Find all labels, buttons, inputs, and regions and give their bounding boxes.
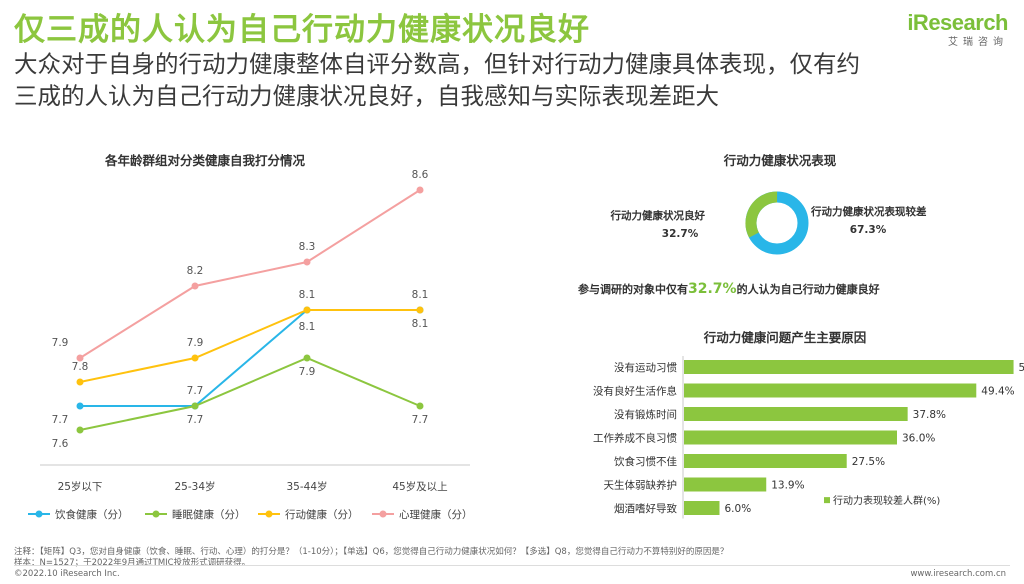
legend-label: 心理健康（分） bbox=[399, 508, 473, 521]
data-point bbox=[303, 258, 311, 266]
bar-category-label: 天生体弱缺养护 bbox=[604, 479, 678, 492]
legend-marker bbox=[265, 510, 273, 518]
donut-label-poor: 行动力健康状况表现较差 bbox=[810, 205, 927, 218]
bar-value-label: 27.5% bbox=[852, 456, 885, 468]
data-label: 7.9 bbox=[52, 337, 69, 349]
bar-value-label: 49.4% bbox=[981, 386, 1014, 398]
data-point bbox=[76, 354, 84, 362]
data-label: 7.9 bbox=[299, 366, 316, 378]
data-label: 7.7 bbox=[412, 414, 429, 426]
x-tick-label: 25-34岁 bbox=[174, 480, 215, 493]
data-label: 7.8 bbox=[72, 361, 89, 373]
logo-brand: iResearch bbox=[907, 10, 1008, 35]
bar-category-label: 饮食习惯不佳 bbox=[614, 455, 677, 468]
footnote-1: 注释：【矩阵】Q3，您对自身健康（饮食、睡眠、行动、心理）的打分是？（1-10分… bbox=[14, 547, 729, 557]
donut-value-good: 32.7% bbox=[662, 228, 699, 240]
bar bbox=[684, 407, 908, 421]
donut-label-good: 行动力健康状况良好 bbox=[610, 209, 706, 222]
data-label: 8.1 bbox=[412, 318, 429, 330]
bar-legend-label: 行动力表现较差人群(%) bbox=[833, 494, 940, 507]
data-point bbox=[416, 306, 424, 314]
donut-note: 参与调研的对象中仅有32.7%的人认为自己行动力健康良好 bbox=[578, 281, 880, 297]
bar bbox=[684, 360, 1014, 374]
line-chart: 各年龄群组对分类健康自我打分情况 25岁以下 25-34岁 35-44岁 45岁及以上 7… bbox=[28, 153, 473, 521]
line-chart-title: 各年龄群组对分类健康自我打分情况 bbox=[104, 153, 306, 168]
bar bbox=[684, 454, 847, 468]
copyright: ©2022.10 iResearch Inc. bbox=[14, 569, 120, 579]
data-label: 7.7 bbox=[52, 414, 69, 426]
x-tick-label: 45岁及以上 bbox=[392, 480, 447, 493]
legend-label: 行动健康（分） bbox=[285, 508, 359, 521]
legend-label: 睡眠健康（分） bbox=[172, 508, 246, 521]
page-subtitle: 大众对于自身的行动力健康整体自评分数高，但针对行动力健康具体表现，仅有约 三成的… bbox=[14, 48, 1004, 112]
data-label: 7.7 bbox=[187, 414, 204, 426]
data-label: 8.1 bbox=[412, 289, 429, 301]
bar-category-label: 烟酒嗜好导致 bbox=[614, 502, 677, 515]
bar bbox=[684, 477, 767, 492]
bar-value-label: 55.7% bbox=[1019, 362, 1024, 374]
bar-value-label: 6.0% bbox=[725, 503, 752, 515]
logo-sub: 艾瑞咨询 bbox=[948, 37, 1008, 48]
legend-marker bbox=[35, 510, 43, 518]
legend-label: 饮食健康（分） bbox=[55, 508, 129, 521]
footer-divider bbox=[14, 565, 1010, 566]
data-point bbox=[76, 426, 84, 434]
website: www.iresearch.com.cn bbox=[910, 569, 1006, 579]
bar bbox=[684, 501, 720, 515]
bar-value-label: 36.0% bbox=[902, 433, 935, 445]
donut-note-highlight: 32.7% bbox=[688, 281, 737, 297]
x-tick-label: 25岁以下 bbox=[58, 480, 103, 493]
bar-category-label: 没有良好生活作息 bbox=[593, 385, 677, 398]
footnote-2: 样本：N=1527；于2022年9月通过TMIC投放形式调研获得。 bbox=[14, 558, 251, 568]
donut-note-prefix: 参与调研的对象中仅有 bbox=[578, 283, 688, 296]
legend-marker bbox=[379, 510, 387, 518]
bar-chart-title: 行动力健康问题产生主要原因 bbox=[703, 330, 867, 345]
bar-value-label: 13.9% bbox=[771, 480, 804, 492]
data-label: 8.1 bbox=[299, 321, 316, 333]
donut-note-suffix: 的人认为自己行动力健康良好 bbox=[736, 283, 880, 296]
series-line bbox=[79, 189, 421, 359]
bar-value-label: 37.8% bbox=[913, 409, 946, 421]
data-point bbox=[191, 282, 199, 290]
donut-title: 行动力健康状况表现 bbox=[723, 153, 837, 168]
subtitle-line-1: 大众对于自身的行动力健康整体自评分数高，但针对行动力健康具体表现，仅有约 bbox=[14, 50, 860, 78]
data-point bbox=[303, 354, 311, 362]
data-point bbox=[191, 402, 199, 410]
data-label: 7.7 bbox=[187, 385, 204, 397]
series-line bbox=[80, 309, 420, 407]
data-point bbox=[416, 186, 424, 194]
bar-category-label: 没有锻炼时间 bbox=[614, 408, 677, 421]
data-point bbox=[76, 402, 84, 410]
data-label: 7.9 bbox=[187, 337, 204, 349]
page-title: 仅三成的人认为自己行动力健康状况良好 bbox=[14, 12, 590, 48]
data-label: 8.1 bbox=[299, 289, 316, 301]
footnotes: 注释：【矩阵】Q3，您对自身健康（饮食、睡眠、行动、心理）的打分是？（1-10分… bbox=[14, 547, 728, 569]
bar-category-label: 工作养成不良习惯 bbox=[593, 432, 677, 445]
data-label: 8.6 bbox=[412, 169, 429, 181]
legend-marker bbox=[152, 510, 160, 518]
donut-value-poor: 67.3% bbox=[850, 224, 887, 236]
x-tick-label: 35-44岁 bbox=[286, 480, 327, 493]
data-point bbox=[303, 306, 311, 314]
bar-legend-swatch bbox=[824, 497, 830, 504]
bar bbox=[684, 383, 977, 398]
bar bbox=[684, 430, 897, 445]
data-point bbox=[191, 354, 199, 362]
data-label: 7.6 bbox=[52, 438, 69, 450]
bar-category-label: 没有运动习惯 bbox=[614, 361, 677, 374]
data-point bbox=[416, 402, 424, 410]
iresearch-logo: iResearch 艾瑞咨询 bbox=[907, 10, 1008, 48]
series-line bbox=[79, 356, 421, 431]
series-line bbox=[79, 309, 420, 383]
data-label: 8.2 bbox=[187, 265, 204, 277]
data-point bbox=[76, 378, 84, 386]
subtitle-line-2: 三成的人认为自己行动力健康状况良好，自我感知与实际表现差距大 bbox=[14, 82, 719, 110]
data-label: 8.3 bbox=[299, 241, 316, 253]
